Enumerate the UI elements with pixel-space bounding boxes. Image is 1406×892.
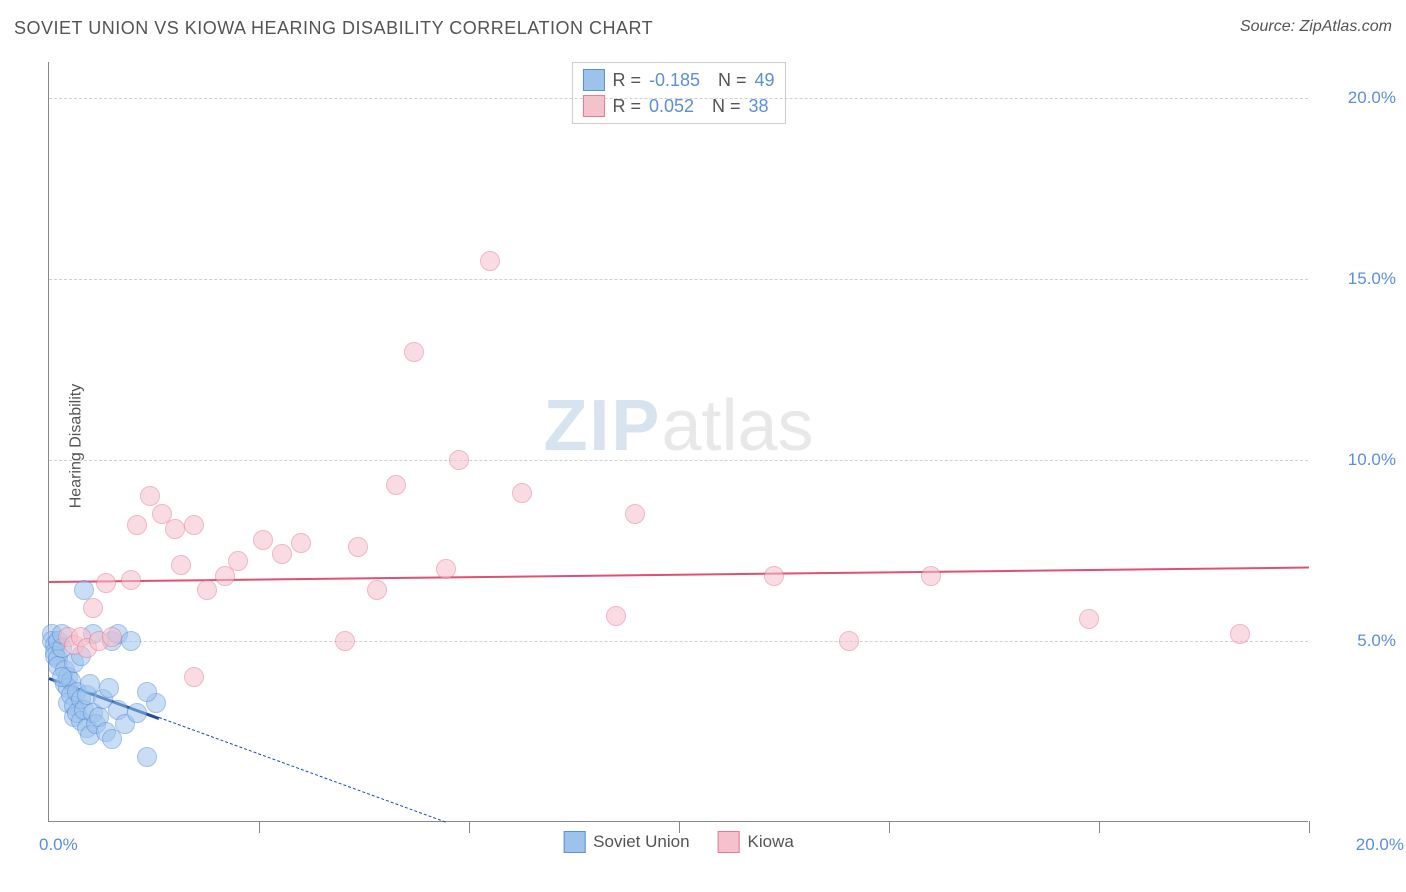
trend-line-dashed (159, 717, 446, 822)
legend-swatch-kiowa (718, 831, 740, 853)
data-point (1079, 609, 1099, 629)
legend-item-soviet: Soviet Union (563, 831, 689, 853)
data-point (348, 537, 368, 557)
data-point (99, 678, 119, 698)
x-tick (259, 821, 260, 833)
data-point (921, 566, 941, 586)
stats-row-soviet: R = -0.185 N = 49 (582, 67, 774, 93)
data-point (480, 251, 500, 271)
y-tick-label: 20.0% (1316, 88, 1396, 108)
y-tick-label: 5.0% (1316, 631, 1396, 651)
data-point (253, 530, 273, 550)
data-point (184, 515, 204, 535)
chart-title: SOVIET UNION VS KIOWA HEARING DISABILITY… (14, 18, 653, 38)
data-point (512, 483, 532, 503)
data-point (839, 631, 859, 651)
x-tick (469, 821, 470, 833)
data-point (228, 551, 248, 571)
data-point (764, 566, 784, 586)
chart-header: SOVIET UNION VS KIOWA HEARING DISABILITY… (14, 18, 1392, 48)
x-tick (1099, 821, 1100, 833)
data-point (606, 606, 626, 626)
stat-r-soviet: -0.185 (649, 70, 700, 91)
legend-label-kiowa: Kiowa (748, 832, 794, 852)
stats-row-kiowa: R = 0.052 N = 38 (582, 93, 774, 119)
data-point (121, 570, 141, 590)
data-point (140, 486, 160, 506)
y-tick-label: 10.0% (1316, 450, 1396, 470)
stat-label-r: R = (612, 70, 641, 91)
gridline (49, 279, 1308, 280)
data-point (272, 544, 292, 564)
data-point (83, 598, 103, 618)
data-point (96, 573, 116, 593)
data-point (137, 682, 157, 702)
correlation-stats-box: R = -0.185 N = 49 R = 0.052 N = 38 (571, 62, 785, 124)
data-point (1230, 624, 1250, 644)
data-point (625, 504, 645, 524)
gridline (49, 460, 1308, 461)
stat-n-soviet: 49 (755, 70, 775, 91)
x-tick (679, 821, 680, 833)
x-axis-label-min: 0.0% (39, 835, 78, 855)
data-point (367, 580, 387, 600)
data-point (102, 627, 122, 647)
watermark: ZIPatlas (543, 385, 813, 467)
data-point (74, 580, 94, 600)
swatch-soviet (582, 69, 604, 91)
gridline (49, 641, 1308, 642)
x-axis-label-max: 20.0% (1314, 835, 1404, 855)
watermark-text-1: ZIP (543, 386, 661, 466)
data-point (449, 450, 469, 470)
x-tick (1309, 821, 1310, 833)
scatter-plot: ZIPatlas R = -0.185 N = 49 R = 0.052 N =… (48, 62, 1308, 822)
data-point (404, 342, 424, 362)
y-tick-label: 15.0% (1316, 269, 1396, 289)
data-point (197, 580, 217, 600)
data-point (165, 519, 185, 539)
data-point (127, 515, 147, 535)
legend-label-soviet: Soviet Union (593, 832, 689, 852)
legend: Soviet Union Kiowa (563, 831, 794, 853)
x-tick (889, 821, 890, 833)
data-point (184, 667, 204, 687)
data-point (386, 475, 406, 495)
data-point (436, 559, 456, 579)
legend-swatch-soviet (563, 831, 585, 853)
data-point (52, 667, 72, 687)
data-point (335, 631, 355, 651)
source-credit: Source: ZipAtlas.com (1240, 18, 1392, 36)
stat-label-n: N = (708, 70, 747, 91)
data-point (137, 747, 157, 767)
data-point (121, 631, 141, 651)
data-point (171, 555, 191, 575)
watermark-text-2: atlas (661, 386, 813, 466)
data-point (127, 703, 147, 723)
data-point (291, 533, 311, 553)
legend-item-kiowa: Kiowa (718, 831, 794, 853)
gridline (49, 98, 1308, 99)
